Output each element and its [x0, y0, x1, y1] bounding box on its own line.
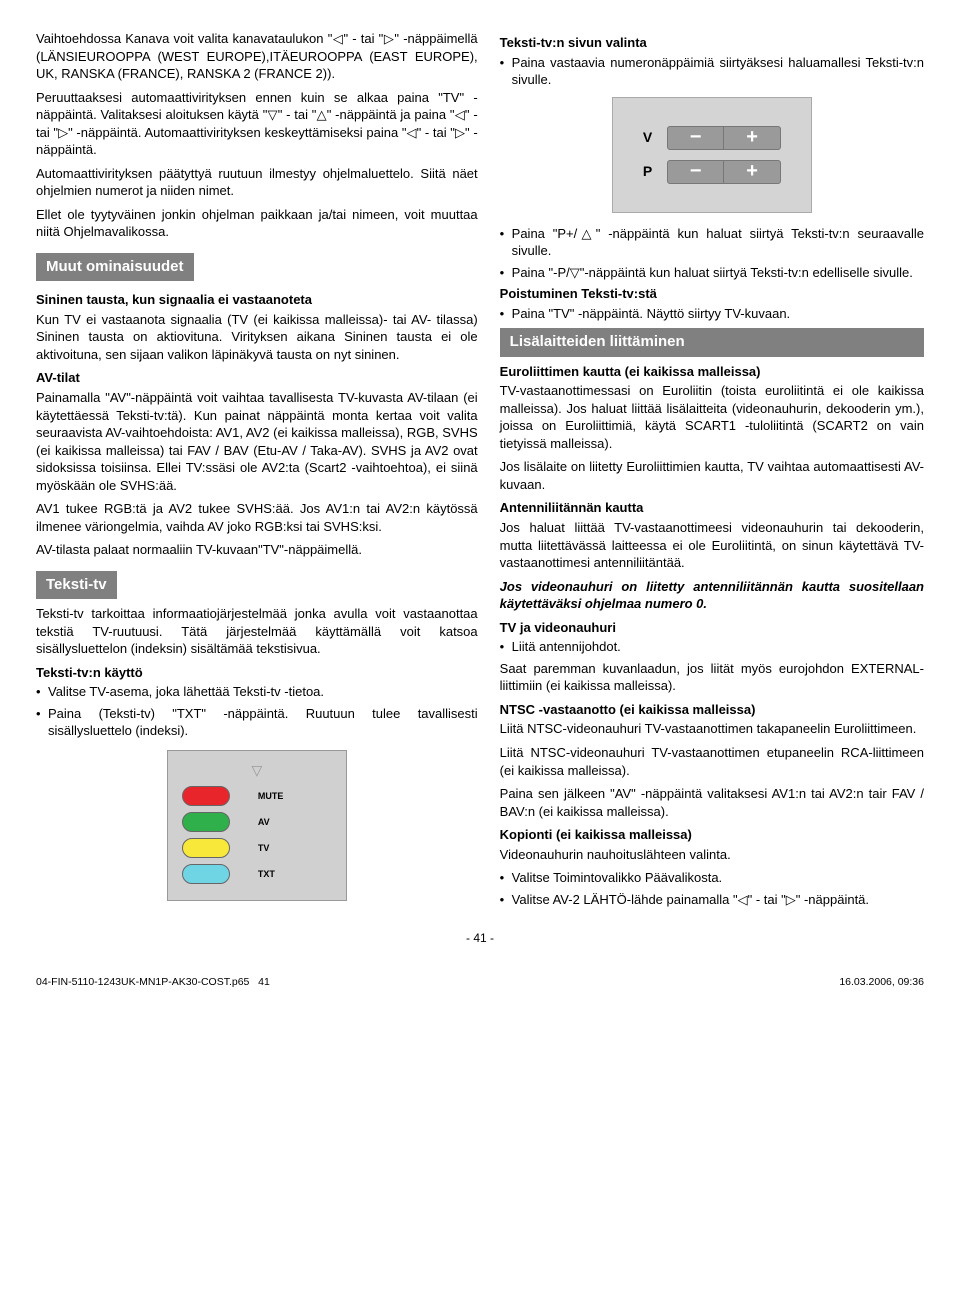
para: Videonauhurin nauhoituslähteen valinta. [500, 846, 924, 864]
para: Saat paremman kuvanlaadun, jos liität my… [500, 660, 924, 695]
subheading: Euroliittimen kautta (ei kaikissa mallei… [500, 363, 924, 381]
para: Kun TV ei vastaanota signaalia (TV (ei k… [36, 311, 478, 364]
remote-button-cyan [182, 864, 230, 884]
list-item: Valitse TV-asema, joka lähettää Teksti-t… [36, 683, 478, 701]
footer: 04-FIN-5110-1243UK-MN1P-AK30-COST.p65 41… [36, 975, 924, 989]
vp-bar: − + [667, 126, 781, 150]
remote-row: MUTE [182, 786, 332, 806]
remote-label: TV [258, 842, 270, 854]
para: AV-tilasta palaat normaaliin TV-kuvaan"T… [36, 541, 478, 559]
bullet-list: Valitse TV-asema, joka lähettää Teksti-t… [36, 683, 478, 740]
para: Liitä NTSC-videonauhuri TV-vastaanottime… [500, 744, 924, 779]
subheading: Sininen tausta, kun signaalia ei vastaan… [36, 291, 478, 309]
list-item: Paina "TV" -näppäintä. Näyttö siirtyy TV… [500, 305, 924, 323]
subheading: Teksti-tv:n sivun valinta [500, 34, 924, 52]
subheading: Poistuminen Teksti-tv:stä [500, 285, 924, 303]
left-column: Vaihtoehdossa Kanava voit valita kanavat… [36, 30, 478, 912]
subheading: TV ja videonauhuri [500, 619, 924, 637]
vp-bar: − + [667, 160, 781, 184]
list-item: Paina "-P/▽"-näppäintä kun haluat siirty… [500, 264, 924, 282]
para: AV1 tukee RGB:tä ja AV2 tukee SVHS:ää. J… [36, 500, 478, 535]
para: Liitä NTSC-videonauhuri TV-vastaanottime… [500, 720, 924, 738]
plus-icon: + [724, 127, 780, 149]
para: Vaihtoehdossa Kanava voit valita kanavat… [36, 30, 478, 83]
bullet-list: Paina "P+/△" -näppäintä kun haluat siirt… [500, 225, 924, 282]
right-column: Teksti-tv:n sivun valinta Paina vastaavi… [500, 30, 924, 912]
remote-row: TV [182, 838, 332, 858]
remote-row: TXT [182, 864, 332, 884]
vp-row: P − + [643, 160, 781, 184]
remote-button-yellow [182, 838, 230, 858]
bullet-list: Liitä antennijohdot. [500, 638, 924, 656]
subheading: Kopionti (ei kaikissa malleissa) [500, 826, 924, 844]
para: Jos haluat liittää TV-vastaanottimeesi v… [500, 519, 924, 572]
bullet-list: Valitse Toimintovalikko Päävalikosta. Va… [500, 869, 924, 908]
para-italic: Jos videonauhuri on liitetty antenniliit… [500, 578, 924, 613]
para: Paina sen jälkeen "AV" -näppäintä valita… [500, 785, 924, 820]
vp-row: V − + [643, 126, 781, 150]
para: Peruuttaaksesi automaattivirityksen enne… [36, 89, 478, 159]
plus-icon: + [724, 161, 780, 183]
section-heading-lisa: Lisälaitteiden liittäminen [500, 328, 924, 356]
remote-row: AV [182, 812, 332, 832]
list-item: Paina (Teksti-tv) "TXT" -näppäintä. Ruut… [36, 705, 478, 740]
list-item: Liitä antennijohdot. [500, 638, 924, 656]
para: Ellet ole tyytyväinen jonkin ohjelman pa… [36, 206, 478, 241]
para: TV-vastaanottimessasi on Euroliitin (toi… [500, 382, 924, 452]
subheading: Teksti-tv:n käyttö [36, 664, 478, 682]
list-item: Paina "P+/△" -näppäintä kun haluat siirt… [500, 225, 924, 260]
vp-diagram: V − + P − + [612, 97, 812, 213]
vp-label-v: V [643, 128, 667, 147]
section-heading-muut: Muut ominaisuudet [36, 253, 194, 281]
section-heading-tekstitv: Teksti-tv [36, 571, 117, 599]
bullet-list: Paina "TV" -näppäintä. Näyttö siirtyy TV… [500, 305, 924, 323]
vp-label-p: P [643, 162, 667, 181]
remote-diagram: ▽ MUTE AV TV TXT [167, 750, 347, 901]
footer-right: 16.03.2006, 09:36 [839, 975, 924, 989]
bullet-list: Paina vastaavia numeronäppäimiä siirtyäk… [500, 54, 924, 89]
para: Painamalla "AV"-näppäintä voit vaihtaa t… [36, 389, 478, 494]
minus-icon: − [668, 127, 725, 149]
chevron-down-icon: ▽ [182, 761, 332, 780]
remote-label: MUTE [258, 790, 284, 802]
remote-button-red [182, 786, 230, 806]
subheading: AV-tilat [36, 369, 478, 387]
list-item: Valitse AV-2 LÄHTÖ-lähde painamalla "◁" … [500, 891, 924, 909]
page-number: - 41 - [36, 930, 924, 946]
subheading: NTSC -vastaanotto (ei kaikissa malleissa… [500, 701, 924, 719]
two-column-layout: Vaihtoehdossa Kanava voit valita kanavat… [36, 30, 924, 912]
subheading: Antenniliitännän kautta [500, 499, 924, 517]
minus-icon: − [668, 161, 725, 183]
para: Teksti-tv tarkoittaa informaatiojärjeste… [36, 605, 478, 658]
para: Jos lisälaite on liitetty Euroliittimien… [500, 458, 924, 493]
para: Automaattivirityksen päätyttyä ruutuun i… [36, 165, 478, 200]
remote-label: AV [258, 816, 270, 828]
remote-button-green [182, 812, 230, 832]
list-item: Valitse Toimintovalikko Päävalikosta. [500, 869, 924, 887]
list-item: Paina vastaavia numeronäppäimiä siirtyäk… [500, 54, 924, 89]
remote-label: TXT [258, 868, 275, 880]
footer-left: 04-FIN-5110-1243UK-MN1P-AK30-COST.p65 41 [36, 975, 270, 989]
